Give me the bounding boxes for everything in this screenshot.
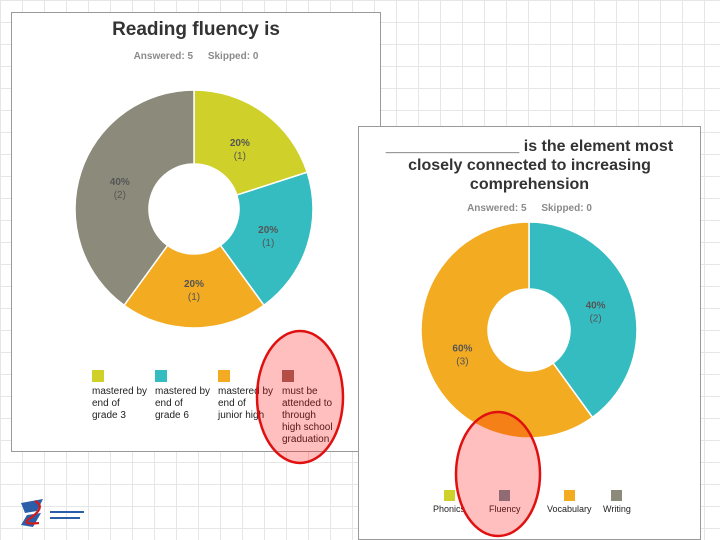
legend-label: end of: [92, 398, 120, 409]
legend-item: Writing: [603, 490, 631, 515]
donut-slice: [219, 171, 314, 307]
legend-label: Phonics: [433, 504, 466, 514]
donut-slice: [74, 89, 195, 307]
legend-label: junior high: [218, 410, 265, 421]
legend-item: mastered by end of grade 6: [155, 370, 210, 422]
donut-chart: 40% (2) 60% (3): [420, 221, 638, 439]
legend-label: grade 6: [155, 410, 189, 421]
legend-label: mastered by: [155, 386, 211, 397]
legend-item: Phonics: [433, 490, 465, 515]
skipped-count: Skipped: 0: [541, 203, 592, 214]
legend-label: Vocabulary: [547, 504, 592, 514]
answered-count: Answered: 5: [467, 203, 527, 214]
slice-percent-label: 40%: [586, 300, 606, 311]
answered-count: Answered: 5: [133, 51, 194, 62]
donut-slice: [123, 244, 265, 329]
slice-count-label: (2): [589, 313, 601, 324]
legend-label: attended to: [282, 398, 333, 409]
legend-label: Fluency: [489, 504, 521, 514]
legend-label: mastered by: [92, 386, 148, 397]
legend-swatch: [443, 490, 455, 501]
slice-percent-label: 20%: [230, 138, 250, 149]
donut-slice: [528, 221, 638, 419]
legend-label: mastered by: [218, 386, 274, 397]
slice-percent-label: 20%: [184, 279, 204, 290]
legend-swatch: [611, 490, 623, 501]
legend-item: mastered by end of junior high: [218, 370, 273, 422]
slice-count-label: (1): [262, 238, 274, 249]
company-logo: [21, 499, 84, 527]
skipped-count: Skipped: 0: [207, 51, 259, 62]
legend-swatch: [92, 370, 104, 382]
legend-swatch: [218, 370, 230, 382]
legend-item: must be attended to through high school grad…: [282, 370, 333, 446]
slice-percent-label: 60%: [452, 344, 472, 355]
legend-label: end of: [155, 398, 183, 409]
slice-count-label: (2): [114, 190, 126, 201]
legend-item: Vocabulary: [547, 490, 592, 515]
chart-title: Reading fluency is: [112, 19, 280, 40]
donut-chart: 20% (1) 20% (1) 20% (1) 40% (2): [74, 89, 314, 329]
legend-label: Writing: [603, 504, 631, 514]
donut-slice: [193, 89, 309, 197]
legend-swatch: [499, 490, 511, 501]
legend-swatch: [282, 370, 294, 382]
chart-title: _______________ is the element most clos…: [385, 138, 674, 193]
legend-item: mastered by end of grade 3: [92, 370, 147, 422]
slice-percent-label: 40%: [110, 177, 130, 188]
legend-label: must be: [282, 386, 318, 397]
slice-count-label: (1): [234, 151, 246, 162]
legend-swatch: [155, 370, 167, 382]
slice-count-label: (1): [188, 292, 200, 303]
legend-label: end of: [218, 398, 246, 409]
legend-item: Fluency: [489, 490, 521, 515]
response-stats: Answered: 5 Skipped: 0: [12, 51, 380, 62]
chart-panel-reading-fluency: Reading fluency is Answered: 5 Skipped: …: [11, 12, 381, 452]
legend-label: grade 3: [92, 410, 126, 421]
slice-percent-label: 20%: [258, 225, 278, 236]
legend-label: high school: [282, 422, 333, 433]
legend-label: through: [282, 410, 316, 421]
legend-swatch: [563, 490, 575, 501]
legend-label: graduation: [282, 434, 330, 445]
chart-panel-comprehension: _______________ is the element most clos…: [358, 126, 701, 540]
response-stats: Answered: 5 Skipped: 0: [359, 203, 700, 214]
slice-count-label: (3): [456, 357, 468, 368]
